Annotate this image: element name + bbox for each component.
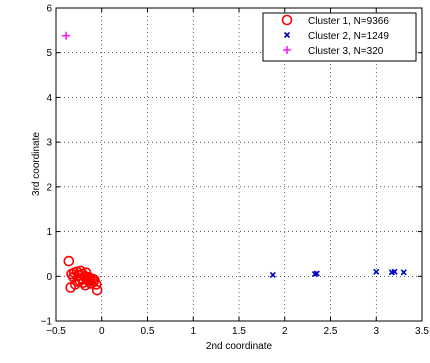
x-marker-stroke [269, 271, 276, 279]
y-axis-label: 3rd coordinate [31, 132, 42, 196]
x-tick-label: 1 [190, 326, 196, 337]
data-point [400, 269, 407, 276]
data-point [313, 270, 320, 277]
data-points [62, 31, 407, 296]
x-marker-stroke [391, 268, 398, 275]
data-point [62, 31, 71, 40]
legend-entry-cluster-1: Cluster 1, N=9366 [308, 16, 389, 27]
x-tick-label: 0 [99, 326, 105, 337]
series-cluster-2 [269, 268, 407, 279]
plot-frame [55, 7, 423, 322]
data-point [91, 284, 103, 296]
x-tick-label: 0.5 [141, 326, 155, 337]
series-cluster-1 [63, 255, 103, 296]
data-point [391, 268, 398, 275]
x-tick-label: 2 [282, 326, 288, 337]
y-tick-labels: −1 0 1 2 3 4 5 6 [41, 4, 53, 328]
x-tick-label: 1.5 [232, 326, 246, 337]
y-tick-label: 6 [46, 4, 52, 15]
legend-marker-circle-icon [281, 14, 293, 26]
legend-marker-x-icon [283, 31, 291, 39]
data-point [90, 279, 102, 290]
x-marker-stroke [313, 270, 320, 277]
data-point [65, 282, 76, 293]
x-axis-label: 2nd coordinate [206, 341, 273, 352]
data-point [72, 276, 84, 287]
y-tick-label: −1 [41, 317, 53, 328]
y-tick-label: 3 [46, 138, 52, 149]
y-tick-label: 4 [46, 93, 52, 104]
legend-marker [281, 14, 293, 26]
x-marker-stroke [400, 269, 407, 276]
data-point [269, 271, 276, 279]
x-marker-stroke [373, 268, 380, 275]
y-tick-label: 5 [46, 48, 52, 59]
data-point [63, 255, 75, 267]
data-point [373, 268, 380, 275]
series-cluster-3 [62, 31, 71, 40]
y-tick-label: 0 [46, 272, 52, 283]
legend-box [262, 12, 417, 62]
legend-entry-cluster-3: Cluster 3, N=320 [308, 46, 384, 57]
y-tick-label: 1 [46, 227, 52, 238]
y-tick-label: 2 [46, 182, 52, 193]
legend: Cluster 1, N=9366 Cluster 2, N=1249 Clus… [262, 12, 417, 62]
x-tick-label: 2.5 [324, 326, 338, 337]
legend-marker [283, 46, 291, 54]
x-tick-label: −0.5 [46, 326, 66, 337]
legend-entry-cluster-2: Cluster 2, N=1249 [308, 31, 389, 42]
x-tick-labels: −0.5 0 0.5 1 1.5 2 2.5 3 3.5 [46, 326, 429, 337]
x-marker-stroke [283, 31, 291, 39]
x-tick-label: 3 [373, 326, 379, 337]
legend-marker [283, 31, 291, 39]
legend-marker-plus-icon [283, 46, 291, 54]
data-point [69, 267, 80, 279]
x-tick-label: 3.5 [415, 326, 429, 337]
